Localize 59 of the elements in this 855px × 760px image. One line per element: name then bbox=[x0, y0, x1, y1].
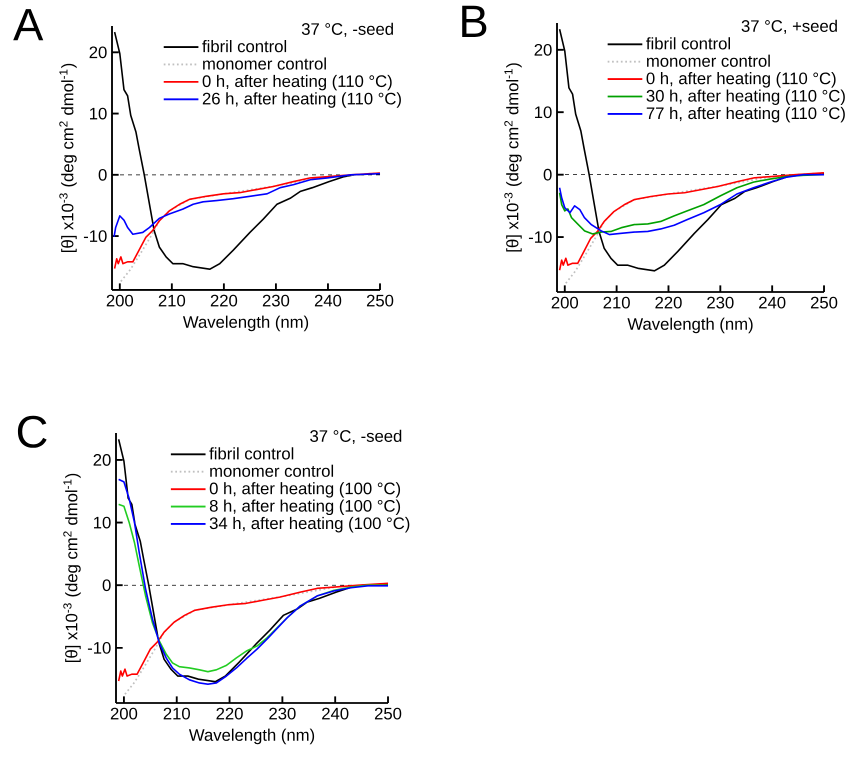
y-tick-label: 0 bbox=[544, 168, 552, 181]
y-tick-label: 10 bbox=[90, 108, 107, 120]
x-tick-label: 200 bbox=[552, 296, 578, 309]
x-tick-label: 220 bbox=[655, 296, 682, 309]
y-tick-label: 10 bbox=[94, 516, 111, 528]
x-tick-label: 210 bbox=[158, 294, 186, 307]
x-tick-label: 210 bbox=[604, 296, 630, 309]
legend-label: 30 h, after heating (110 °C) bbox=[646, 89, 845, 105]
x-tick-label: 220 bbox=[210, 294, 238, 307]
x-tick-label: 200 bbox=[106, 294, 134, 307]
legend-label: 34 h, after heating (100 °C) bbox=[210, 516, 410, 532]
x-tick-label: 230 bbox=[707, 296, 734, 309]
legend-label: 0 h, after heating (110 °C) bbox=[646, 72, 836, 88]
line-series bbox=[124, 586, 336, 696]
legend-label: fibril control bbox=[202, 40, 286, 52]
x-tick-label: 200 bbox=[110, 708, 138, 720]
text: A bbox=[13, 9, 44, 40]
x-tick-label: 240 bbox=[759, 296, 786, 309]
line-series bbox=[113, 172, 381, 238]
y-tick-label: 0 bbox=[98, 168, 107, 181]
y-tick-label: 0 bbox=[102, 579, 111, 592]
legend-label: 0 h, after heating (110 °C) bbox=[202, 74, 392, 90]
legend-label: monomer control bbox=[647, 54, 770, 67]
chart-title: 37 °C, -seed bbox=[302, 22, 393, 37]
x-axis-title: Wavelength (nm) bbox=[188, 728, 314, 744]
chart-title: 37 °C, -seed bbox=[310, 430, 402, 444]
legend-label: 26 h, after heating (110 °C) bbox=[202, 92, 401, 108]
legend-label: monomer control bbox=[203, 57, 326, 70]
x-tick-label: 230 bbox=[269, 708, 296, 720]
y-axis-title: [θ] x10$^{-3}$ (deg cm$^{2}$ dmol$^{-1}$) bbox=[63, 474, 81, 662]
legend-label: fibril control bbox=[209, 447, 294, 460]
x-tick-label: 250 bbox=[366, 294, 394, 307]
text: B bbox=[462, 6, 486, 37]
chart-title: 37 °C, +seed bbox=[742, 20, 837, 34]
y-tick-label: 20 bbox=[90, 46, 107, 58]
x-tick-label: 210 bbox=[164, 708, 190, 720]
y-axis-title: [θ] x10$^{-3}$ (deg cm$^{2}$ dmol$^{-1}$) bbox=[504, 63, 522, 252]
x-tick-label: 240 bbox=[322, 708, 348, 720]
y-tick-label: -10 bbox=[528, 231, 552, 243]
x-tick-label: 220 bbox=[216, 708, 243, 720]
legend-label: fibril control bbox=[646, 37, 730, 50]
y-tick-label: -10 bbox=[88, 642, 111, 654]
line-series bbox=[118, 582, 389, 682]
y-axis-title: [θ] x10$^{-3}$ (deg cm$^{2}$ dmol$^{-1}$) bbox=[59, 64, 77, 252]
y-tick-label: -10 bbox=[84, 230, 107, 242]
x-axis-title: Wavelength (nm) bbox=[627, 318, 753, 334]
y-tick-label: 10 bbox=[535, 106, 552, 118]
y-tick-label: 20 bbox=[94, 454, 111, 466]
x-tick-label: 230 bbox=[262, 294, 290, 307]
legend-label: 77 h, after heating (110 °C) bbox=[646, 106, 845, 122]
legend-label: 0 h, after heating (100 °C) bbox=[210, 482, 400, 498]
x-tick-label: 250 bbox=[374, 708, 402, 720]
x-tick-label: 250 bbox=[810, 296, 838, 309]
x-axis-title: Wavelength (nm) bbox=[182, 316, 308, 332]
legend-label: monomer control bbox=[210, 464, 334, 477]
y-tick-label: 20 bbox=[534, 44, 552, 56]
x-tick-label: 240 bbox=[314, 294, 342, 307]
text: C bbox=[18, 416, 47, 448]
legend-label: 8 h, after heating (100 °C) bbox=[210, 499, 400, 516]
